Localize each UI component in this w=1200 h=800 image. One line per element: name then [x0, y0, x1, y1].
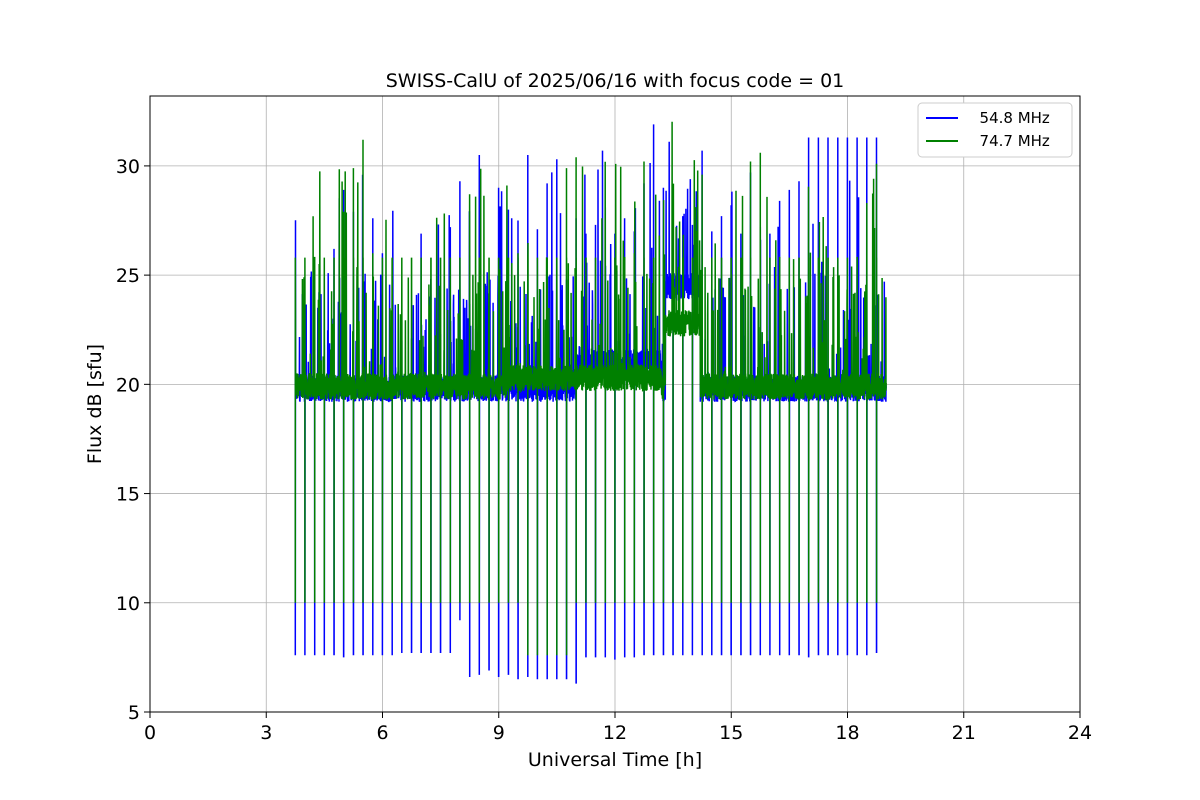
x-tick-label: 18 [835, 722, 859, 744]
x-tick-label: 3 [260, 722, 272, 744]
plot-area [294, 121, 887, 684]
y-tick-label: 20 [116, 374, 140, 396]
y-axis-ticks: 5 10 15 20 25 30 [116, 156, 150, 724]
series-line-2 [294, 121, 887, 656]
x-tick-label: 6 [376, 722, 388, 744]
y-axis-label: Flux dB [sfu] [84, 344, 106, 464]
y-tick-label: 25 [116, 265, 140, 287]
legend-label-series-2: 74.7 MHz [970, 132, 1050, 150]
y-tick-label: 15 [116, 484, 140, 506]
x-tick-label: 24 [1068, 722, 1092, 744]
x-tick-label: 21 [952, 722, 976, 744]
legend: 54.8 MHz 74.7 MHz [917, 102, 1073, 158]
x-tick-label: 9 [493, 722, 505, 744]
y-tick-label: 5 [128, 702, 140, 724]
y-tick-label: 10 [116, 593, 140, 615]
x-tick-label: 12 [603, 722, 627, 744]
chart-title: SWISS-CalU of 2025/06/16 with focus code… [386, 70, 845, 92]
x-axis-label: Universal Time [h] [528, 749, 702, 771]
y-tick-label: 30 [116, 156, 140, 178]
x-axis-ticks: 0 3 6 9 12 15 18 21 24 [144, 712, 1092, 744]
legend-label-series-1: 54.8 MHz [970, 109, 1050, 127]
x-tick-label: 15 [719, 722, 743, 744]
x-tick-label: 0 [144, 722, 156, 744]
legend-box [917, 102, 1073, 158]
